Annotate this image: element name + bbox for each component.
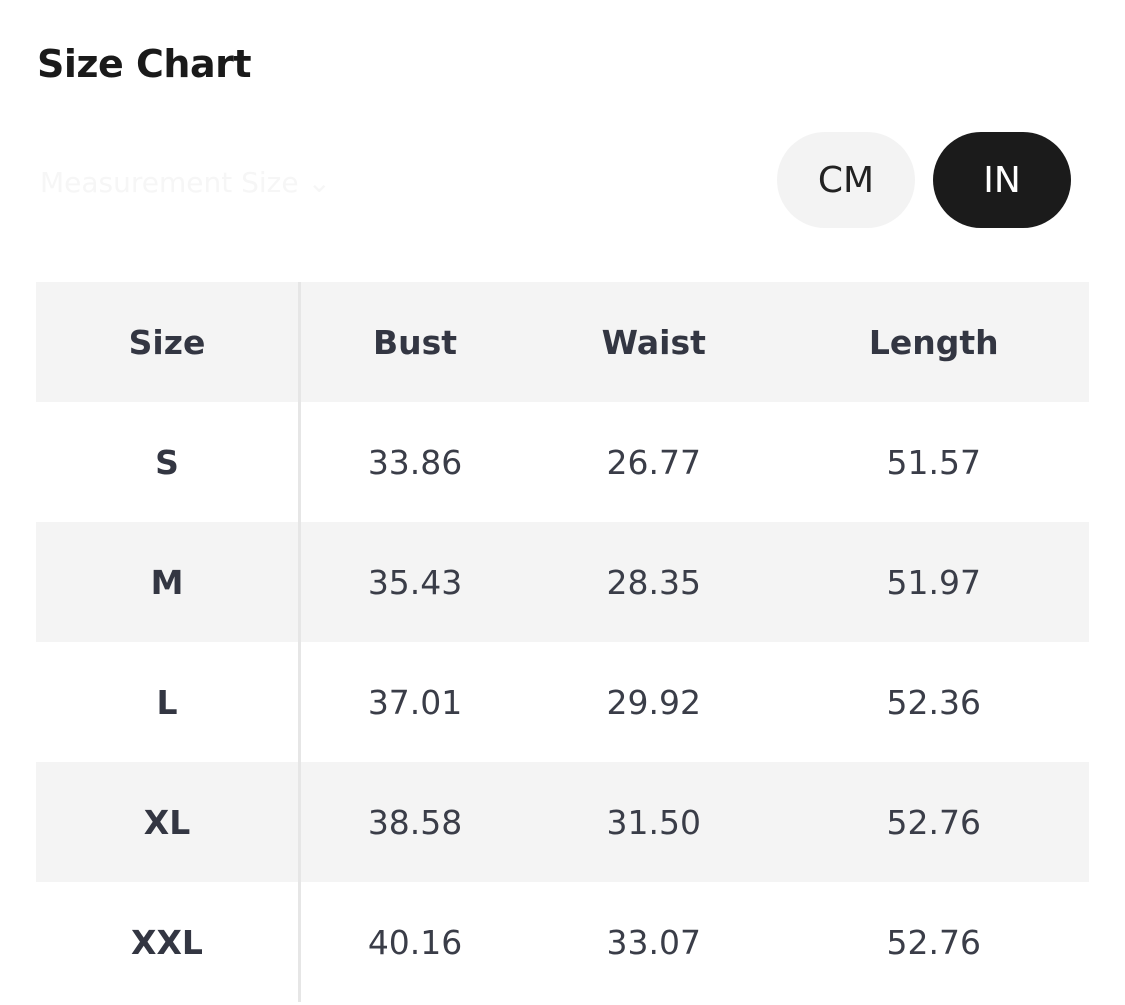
unit-in-button[interactable]: IN [933, 132, 1071, 228]
size-table: Size Bust Waist Length S 33.86 26.77 51.57 M 35.… [36, 282, 1089, 1002]
unit-cm-button[interactable]: CM [777, 132, 915, 228]
table-cell: 33.07 [606, 922, 702, 962]
table-cell: L [36, 642, 301, 762]
chevron-down-icon: ⌄ [307, 166, 331, 199]
table-cell: M [36, 522, 301, 642]
table-cell: 52.76 [886, 802, 981, 842]
table-cell: 52.76 [886, 922, 981, 962]
size-selector[interactable]: Measurement Size ⌄ [40, 166, 331, 199]
table-cell: 29.92 [606, 682, 702, 722]
table-cell: 28.35 [606, 562, 702, 602]
table-cell: 31.50 [606, 802, 702, 842]
table-cell: XL [36, 762, 301, 882]
table-row: XL 38.58 31.50 52.76 [36, 762, 1089, 882]
table-cell: 37.01 [367, 682, 463, 722]
table-header-row: Size Bust Waist Length [36, 282, 1089, 402]
table-row: S 33.86 26.77 51.57 [36, 402, 1089, 522]
table-cell: 51.97 [886, 562, 981, 602]
table-row: XXL 40.16 33.07 52.76 [36, 882, 1089, 1002]
column-header: Waist [601, 322, 706, 362]
table-cell: 52.36 [886, 682, 981, 722]
column-header: Length [868, 322, 999, 362]
column-header: Bust [373, 322, 458, 362]
table-row: M 35.43 28.35 51.97 [36, 522, 1089, 642]
size-selector-label: Measurement Size [40, 166, 299, 199]
page-title: Size Chart [37, 42, 252, 86]
table-cell: 35.43 [367, 562, 463, 602]
column-header: Size [36, 282, 301, 402]
table-cell: S [36, 402, 301, 522]
table-cell: 26.77 [606, 442, 702, 482]
table-cell: 51.57 [886, 442, 981, 482]
table-cell: 33.86 [367, 442, 463, 482]
table-cell: 38.58 [367, 802, 463, 842]
table-cell: XXL [36, 882, 301, 1002]
table-row: L 37.01 29.92 52.36 [36, 642, 1089, 762]
table-cell: 40.16 [367, 922, 463, 962]
